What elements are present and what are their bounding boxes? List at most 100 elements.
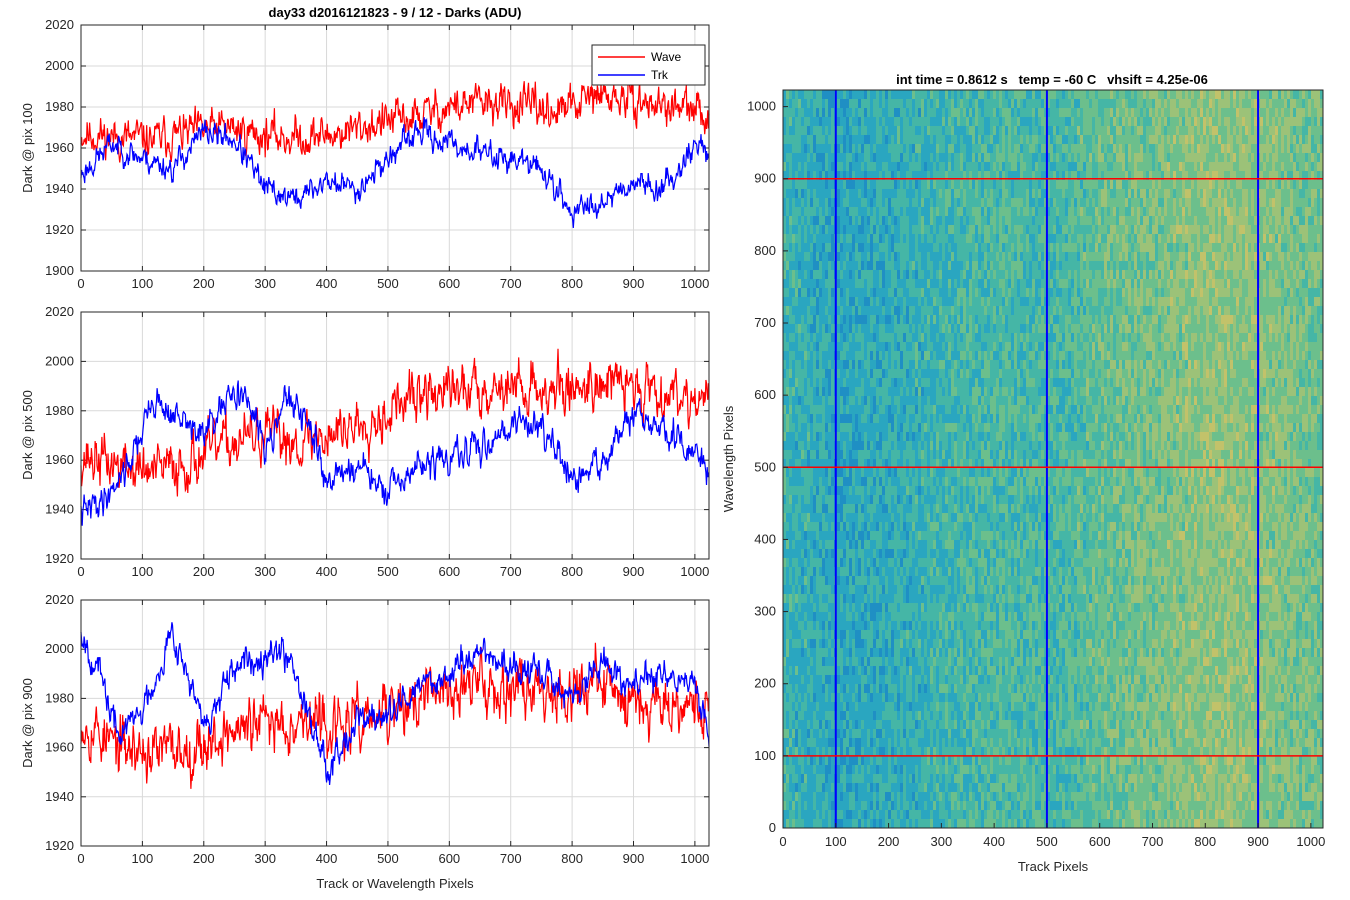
heatmap-cell [795,387,798,396]
heatmap-cell [912,153,915,162]
heatmap-cell [942,666,945,675]
heatmap-cell [786,198,789,207]
heatmap-cell [837,171,840,180]
heatmap-cell [831,612,834,621]
heatmap-cell [789,603,792,612]
heatmap-cell [855,774,858,783]
heatmap-cell [924,792,927,801]
heatmap-cell [840,225,843,234]
heatmap-cell [816,126,819,135]
heatmap-cell [855,747,858,756]
heatmap-cell [789,126,792,135]
heatmap-cell [897,522,900,531]
heatmap-cell [867,450,870,459]
heatmap-cell [849,720,852,729]
heatmap-cell [876,765,879,774]
heatmap-cell [831,288,834,297]
heatmap-cell [792,729,795,738]
heatmap-cell [930,747,933,756]
heatmap-cell [894,225,897,234]
heatmap-cell [819,477,822,486]
heatmap-cell [906,594,909,603]
heatmap-cell [858,126,861,135]
heatmap-cell [813,396,816,405]
heatmap-cell [816,153,819,162]
heatmap-cell [843,810,846,819]
heatmap-cell [825,576,828,585]
heatmap-cell [813,171,816,180]
heatmap-cell [930,243,933,252]
heatmap-cell [897,387,900,396]
heatmap-cell [918,585,921,594]
heatmap-cell [903,783,906,792]
heatmap-cell [792,522,795,531]
heatmap-cell [879,162,882,171]
heatmap-cell [852,657,855,666]
heatmap-cell [819,432,822,441]
heatmap-cell [864,558,867,567]
heatmap-cell [810,423,813,432]
heatmap-cell [822,801,825,810]
heatmap-cell [843,162,846,171]
heatmap-cell [951,207,954,216]
heatmap-cell [804,450,807,459]
heatmap-cell [918,252,921,261]
heatmap-cell [798,387,801,396]
heatmap-cell [897,315,900,324]
heatmap-cell [885,126,888,135]
heatmap-cell [813,756,816,765]
heatmap-cell [870,351,873,360]
heatmap-cell [804,666,807,675]
heatmap-cell [792,90,795,99]
heatmap-cell [816,630,819,639]
heatmap-cell [891,252,894,261]
heatmap-cell [897,279,900,288]
heatmap-cell [882,144,885,153]
heatmap-cell [843,621,846,630]
heatmap-cell [861,801,864,810]
heatmap-cell [915,387,918,396]
heatmap-cell [888,504,891,513]
heatmap-cell [792,414,795,423]
heatmap-cell [933,216,936,225]
heatmap-cell [939,360,942,369]
heatmap-cell [825,522,828,531]
heatmap-cell [870,225,873,234]
heatmap-cell [939,495,942,504]
heatmap-cell [894,171,897,180]
heatmap-cell [807,297,810,306]
heatmap-cell [897,549,900,558]
heatmap-cell [876,396,879,405]
heatmap-cell [924,189,927,198]
heatmap-cell [930,801,933,810]
heatmap-cell [804,747,807,756]
heatmap-cell [909,441,912,450]
heatmap-cell [804,729,807,738]
heatmap-cell [879,495,882,504]
heatmap-cell [870,270,873,279]
heatmap-cell [945,108,948,117]
heatmap-cell [849,162,852,171]
heatmap-cell [912,180,915,189]
heatmap-cell [900,333,903,342]
heatmap-cell [840,477,843,486]
heatmap-cell [846,567,849,576]
heatmap-cell [894,414,897,423]
heatmap-cell [885,360,888,369]
heatmap-cell [948,180,951,189]
heatmap-cell [942,639,945,648]
heatmap-cell [909,135,912,144]
heatmap-cell [900,540,903,549]
heatmap-cell [909,306,912,315]
heatmap-cell [876,144,879,153]
heatmap-cell [909,675,912,684]
heatmap-cell [921,486,924,495]
heatmap-cell [921,639,924,648]
heatmap-cell [795,315,798,324]
heatmap-cell [801,459,804,468]
heatmap-cell [900,774,903,783]
heatmap-cell [948,693,951,702]
heatmap-cell [873,180,876,189]
heatmap-cell [867,279,870,288]
heatmap-cell [909,612,912,621]
